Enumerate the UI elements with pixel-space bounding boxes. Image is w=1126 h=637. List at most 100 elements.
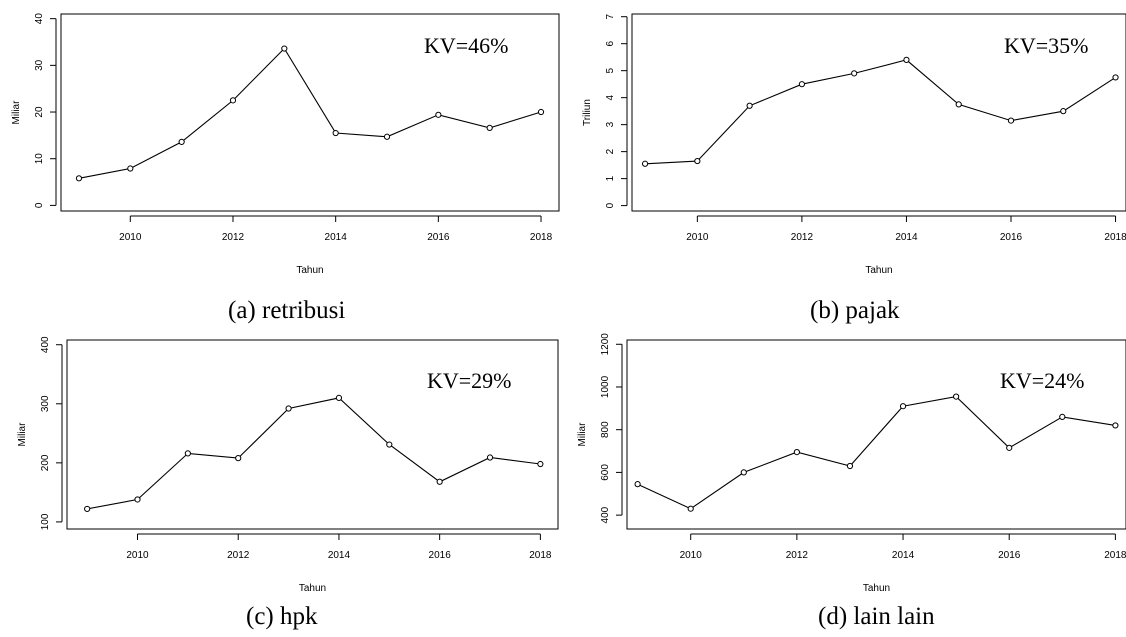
x-tick-label: 2014 — [328, 550, 351, 561]
x-tick-label: 2014 — [892, 550, 915, 561]
y-tick-label: 20 — [34, 106, 45, 118]
y-tick-label: 600 — [600, 464, 611, 481]
x-tick-label: 2018 — [1104, 232, 1126, 243]
data-point — [687, 505, 694, 512]
x-axis-title: Tahun — [296, 265, 323, 276]
data-point — [386, 441, 393, 448]
x-axis-title: Tahun — [863, 583, 890, 594]
y-tick-label: 800 — [600, 421, 611, 438]
data-point — [1059, 413, 1066, 420]
y-axis: 0 10 20 30 40 — [34, 13, 57, 208]
data-point — [851, 70, 858, 77]
plot-frame — [66, 339, 559, 530]
data-point — [537, 460, 544, 468]
data-point — [1112, 422, 1119, 429]
data-point — [383, 133, 391, 140]
series-line — [78, 47, 542, 179]
data-point — [641, 160, 649, 167]
y-axis-title: Miliar — [11, 100, 22, 125]
x-tick-label: 2014 — [895, 232, 918, 243]
data-point — [486, 454, 494, 461]
panel-d: 2010 2012 2014 2016 2018 400 600 800 1000 1200 Tah… — [577, 333, 1126, 594]
plot-frame — [631, 13, 1126, 212]
y-axis-title: Miliar — [17, 422, 28, 447]
y-tick-label: 100 — [40, 513, 51, 530]
x-tick-label: 2016 — [429, 550, 452, 561]
data-point — [798, 81, 805, 88]
data-point — [1112, 74, 1119, 81]
y-tick-label: 10 — [34, 153, 45, 165]
y-tick-label: 0 — [34, 202, 45, 208]
x-tick-label: 2016 — [427, 232, 450, 243]
kv-annotation: KV=29% — [427, 368, 512, 393]
x-tick-label: 2018 — [530, 232, 553, 243]
data-point — [84, 505, 91, 513]
panel-b: 2010 2012 2014 2016 2018 0 1 2 3 4 5 6 7 Tahun Triliun… — [582, 13, 1126, 276]
y-tick-label: 5 — [605, 67, 616, 73]
panel-c-caption: (c) hpk — [246, 603, 318, 630]
data-point — [793, 449, 800, 456]
y-tick-label: 400 — [40, 336, 51, 353]
x-tick-label: 2012 — [786, 550, 809, 561]
data-point — [1006, 444, 1013, 451]
data-point — [953, 393, 960, 400]
x-tick-label: 2010 — [686, 232, 709, 243]
x-tick-label: 2010 — [680, 550, 703, 561]
x-axis: 2010 2012 2014 2016 2018 — [686, 215, 1126, 243]
x-tick-label: 2018 — [1104, 550, 1126, 561]
y-tick-label: 300 — [40, 395, 51, 412]
x-tick-label: 2018 — [529, 550, 552, 561]
data-point — [235, 455, 242, 462]
x-tick-label: 2016 — [998, 550, 1021, 561]
data-point — [332, 129, 339, 137]
x-tick-label: 2014 — [325, 232, 348, 243]
y-tick-label: 6 — [605, 40, 616, 46]
data-point — [436, 478, 443, 485]
x-axis: 2010 2012 2014 2016 2018 — [119, 215, 553, 243]
y-tick-label: 1000 — [600, 375, 611, 398]
data-point — [134, 496, 141, 503]
y-axis-title: Miliar — [577, 422, 588, 447]
plot-frame — [60, 13, 560, 212]
y-tick-label: 7 — [605, 13, 616, 19]
y-axis: 0 1 2 3 4 5 6 7 — [605, 13, 628, 208]
data-point — [846, 462, 854, 470]
x-axis-title: Tahun — [865, 265, 892, 276]
y-axis: 100 200 300 400 — [40, 336, 63, 530]
data-point — [75, 175, 83, 182]
y-tick-label: 1 — [605, 175, 616, 181]
series-line — [86, 397, 541, 510]
data-point — [899, 403, 907, 410]
panel-b-caption: (b) pajak — [810, 297, 900, 324]
data-point — [746, 102, 753, 109]
data-point — [1007, 117, 1015, 124]
x-tick-label: 2010 — [119, 232, 142, 243]
data-point — [634, 481, 641, 488]
data-point — [435, 111, 442, 118]
y-tick-label: 400 — [600, 506, 611, 523]
y-axis: 400 600 800 1000 1200 — [600, 333, 623, 523]
panel-a: 2010 2012 2014 2016 2018 0 10 20 30 40 Tahun Miliar… — [11, 13, 560, 276]
plot-frame — [626, 339, 1126, 530]
data-point — [335, 394, 343, 401]
x-tick-label: 2012 — [222, 232, 245, 243]
y-tick-label: 2 — [605, 148, 616, 154]
y-tick-label: 4 — [605, 94, 616, 100]
data-point — [903, 56, 910, 63]
data-point — [184, 450, 191, 457]
panel-a-caption: (a) retribusi — [228, 297, 346, 324]
x-tick-label: 2012 — [791, 232, 814, 243]
data-point — [281, 45, 288, 52]
y-tick-label: 3 — [605, 121, 616, 127]
y-tick-label: 1200 — [600, 333, 611, 356]
x-axis: 2010 2012 2014 2016 2018 — [680, 533, 1126, 561]
kv-annotation: KV=35% — [1004, 33, 1089, 58]
y-tick-label: 30 — [34, 59, 45, 71]
panel-d-caption: (d) lain lain — [818, 603, 935, 630]
data-point — [127, 165, 134, 172]
data-point — [537, 108, 545, 116]
data-point — [694, 157, 701, 165]
y-tick-label: 0 — [605, 202, 616, 208]
series-line — [637, 396, 1116, 510]
